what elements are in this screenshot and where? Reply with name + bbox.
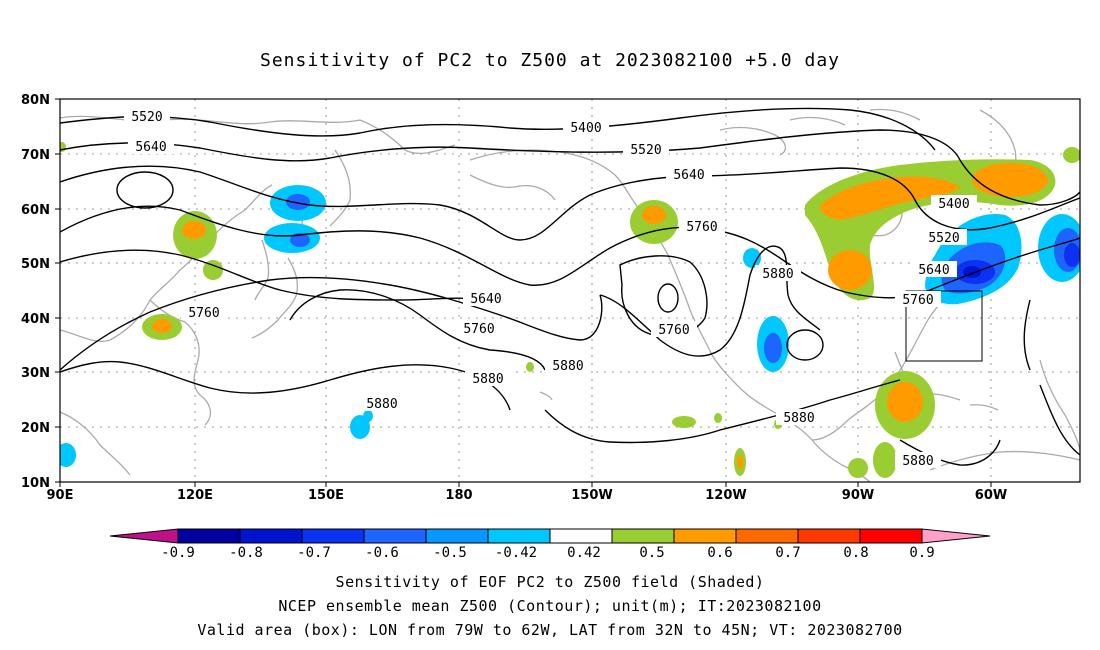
colorbar-label: 0.5 — [639, 545, 664, 561]
contour-label: 5520 — [131, 110, 162, 125]
colorbar-bin — [425, 528, 489, 544]
contour-label: 5640 — [135, 140, 166, 155]
caption-line-3: Valid area (box): LON from 79W to 62W, L… — [197, 621, 903, 639]
contour-label: 5640 — [470, 292, 501, 307]
lat-label-70n: 70N — [21, 148, 50, 163]
colorbar-label: -0.8 — [229, 545, 263, 561]
lon-label-120e: 120E — [177, 488, 213, 503]
contour-label: 5520 — [928, 231, 959, 246]
colorbar-bin — [611, 528, 675, 544]
axis-ticks — [55, 98, 992, 487]
lat-label-60n: 60N — [21, 203, 50, 218]
contour-label: 5880 — [783, 411, 814, 426]
lon-label-150w: 150W — [571, 488, 612, 503]
colorbar-bin — [363, 528, 427, 544]
lon-label-120w: 120W — [705, 488, 746, 503]
lat-label-10n: 10N — [21, 476, 50, 491]
colorbar-bin — [797, 528, 861, 544]
contour-label: 5400 — [938, 197, 969, 212]
colorbar-label: 0.7 — [775, 545, 800, 561]
colorbar-upper-tip — [921, 528, 991, 544]
colorbar-label: -0.9 — [161, 545, 195, 561]
lat-label-50n: 50N — [21, 257, 50, 272]
contour-label: 5880 — [552, 359, 583, 374]
lon-label-60w: 60W — [975, 488, 1007, 503]
contour-label: 5640 — [673, 168, 704, 183]
map-title: Sensitivity of PC2 to Z500 at 2023082100… — [259, 50, 840, 71]
colorbar-bin — [859, 528, 923, 544]
lat-label-40n: 40N — [21, 312, 50, 327]
contour-label: 5760 — [902, 293, 933, 308]
lon-label-90w: 90W — [842, 488, 874, 503]
z500-contours — [60, 107, 1080, 466]
caption-line-1: Sensitivity of EOF PC2 to Z500 field (Sh… — [335, 573, 765, 591]
colorbar-label: 0.8 — [843, 545, 868, 561]
colorbar-label: -0.5 — [433, 545, 467, 561]
valid-area-box — [905, 290, 983, 362]
colorbar-label: -0.7 — [297, 545, 331, 561]
lon-label-90e: 90E — [47, 488, 74, 503]
lat-label-20n: 20N — [21, 421, 50, 436]
contour-label: 5880 — [472, 372, 503, 387]
lon-label-150e: 150E — [308, 488, 344, 503]
colorbar-bin — [487, 528, 551, 544]
colorbar-label: -0.6 — [365, 545, 399, 561]
contour-label: 5400 — [570, 121, 601, 136]
colorbar-label: 0.42 — [567, 545, 601, 561]
colorbar-label: 0.6 — [707, 545, 732, 561]
contour-label: 5520 — [630, 143, 661, 158]
contour-label: 5760 — [463, 322, 494, 337]
lat-label-30n: 30N — [21, 366, 50, 381]
caption-line-2: NCEP ensemble mean Z500 (Contour); unit(… — [278, 597, 822, 615]
colorbar — [109, 528, 991, 544]
contour-label: 5880 — [902, 454, 933, 469]
colorbar-bin — [549, 528, 613, 544]
colorbar-lower-tip — [109, 528, 179, 544]
colorbar-label: 0.9 — [909, 545, 934, 561]
lon-label-180: 180 — [445, 488, 472, 503]
map-frame — [59, 98, 1081, 483]
lat-label-80n: 80N — [21, 93, 50, 108]
colorbar-bin — [301, 528, 365, 544]
colorbar-bins — [177, 528, 923, 544]
contour-label: 5760 — [658, 323, 689, 338]
colorbar-bin — [177, 528, 241, 544]
colorbar-bin — [673, 528, 737, 544]
colorbar-bin — [735, 528, 799, 544]
colorbar-bin — [239, 528, 303, 544]
colorbar-label: -0.42 — [495, 545, 537, 561]
contour-label: 5880 — [762, 267, 793, 282]
contour-label: 5640 — [918, 263, 949, 278]
contour-label: 5880 — [366, 397, 397, 412]
contour-label: 5760 — [686, 220, 717, 235]
contour-label: 5760 — [188, 306, 219, 321]
